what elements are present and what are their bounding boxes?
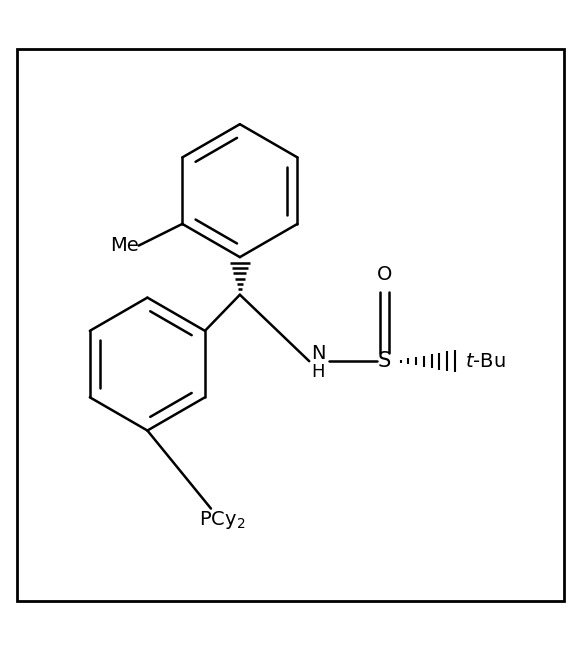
Text: N: N [310, 344, 325, 363]
Text: $t$-Bu: $t$-Bu [465, 352, 506, 371]
Text: Me: Me [110, 236, 139, 255]
Text: S: S [378, 351, 391, 371]
Text: H: H [311, 362, 325, 381]
Text: PCy$_2$: PCy$_2$ [199, 509, 246, 531]
Text: O: O [377, 265, 392, 284]
